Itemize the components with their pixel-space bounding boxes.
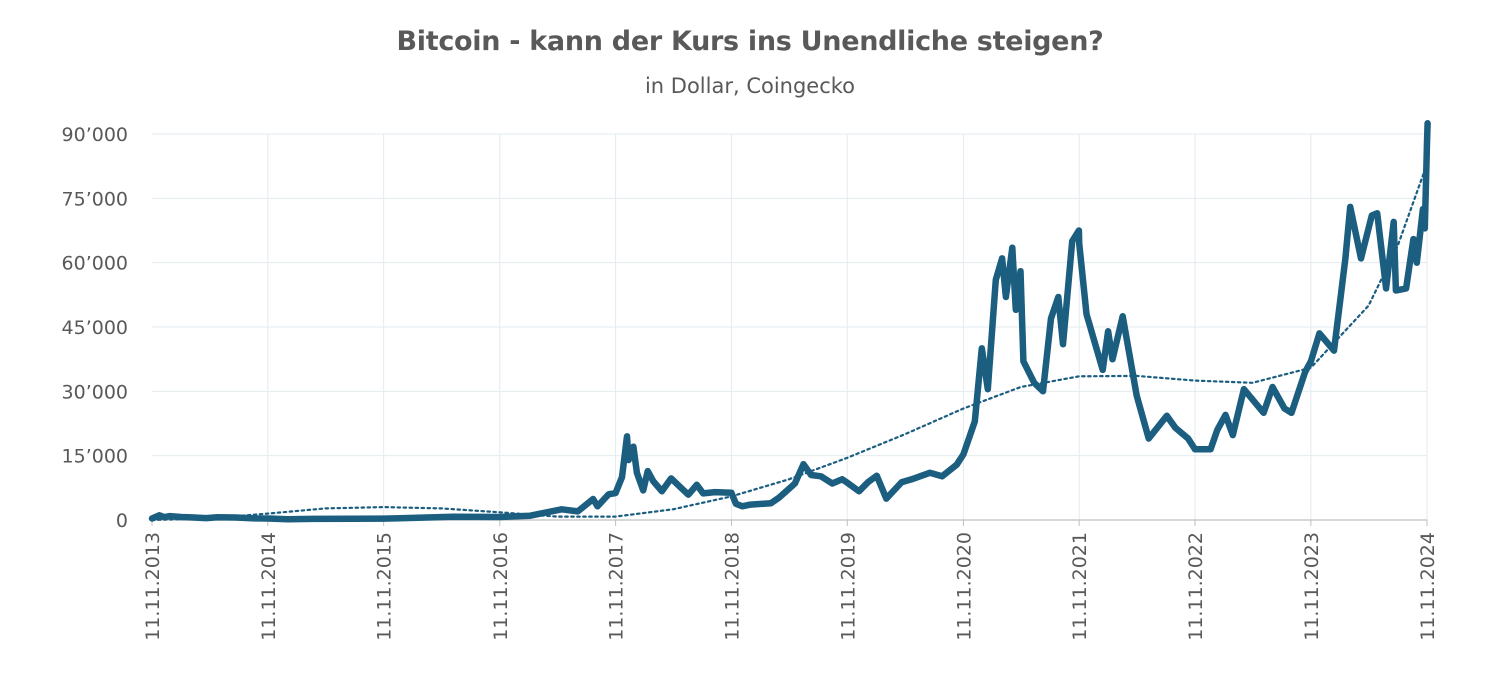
x-tick-label: 11.11.2014: [258, 532, 280, 641]
x-tick-label: 11.11.2017: [606, 532, 628, 641]
x-tick-label: 11.11.2020: [953, 532, 975, 641]
x-tick-label: 11.11.2018: [721, 532, 743, 641]
x-tick-label: 11.11.2023: [1301, 532, 1323, 641]
chart-title: Bitcoin - kann der Kurs ins Unendliche s…: [396, 26, 1104, 57]
y-tick-label: 75’000: [62, 188, 128, 210]
x-tick-label: 11.11.2019: [837, 532, 859, 641]
y-tick-label: 15’000: [62, 446, 128, 468]
y-tick-label: 60’000: [62, 253, 128, 275]
y-tick-label: 0: [116, 510, 128, 532]
x-tick-label: 11.11.2022: [1185, 532, 1207, 641]
y-tick-label: 90’000: [62, 124, 128, 146]
chart-subtitle: in Dollar, Coingecko: [644, 74, 856, 98]
x-tick-label: 11.11.2021: [1069, 532, 1091, 641]
x-tick-label: 11.11.2013: [142, 532, 164, 641]
x-tick-label: 11.11.2024: [1417, 532, 1439, 641]
y-axis: 0 15’000 30’000 45’000 60’000 75’000 90’000: [62, 124, 128, 532]
x-tick-label: 11.11.2015: [374, 532, 396, 641]
y-tick-label: 30’000: [62, 381, 128, 403]
series-layer: [148, 120, 1431, 523]
trendline-series: [150, 162, 1429, 522]
price-series-line: [148, 120, 1431, 523]
x-axis: 11.11.2013 11.11.2014 11.11.2015 11.11.2016…: [142, 519, 1439, 641]
x-tick-label: 11.11.2016: [490, 532, 512, 641]
y-tick-label: 45’000: [62, 317, 128, 339]
grid: [152, 133, 1428, 520]
